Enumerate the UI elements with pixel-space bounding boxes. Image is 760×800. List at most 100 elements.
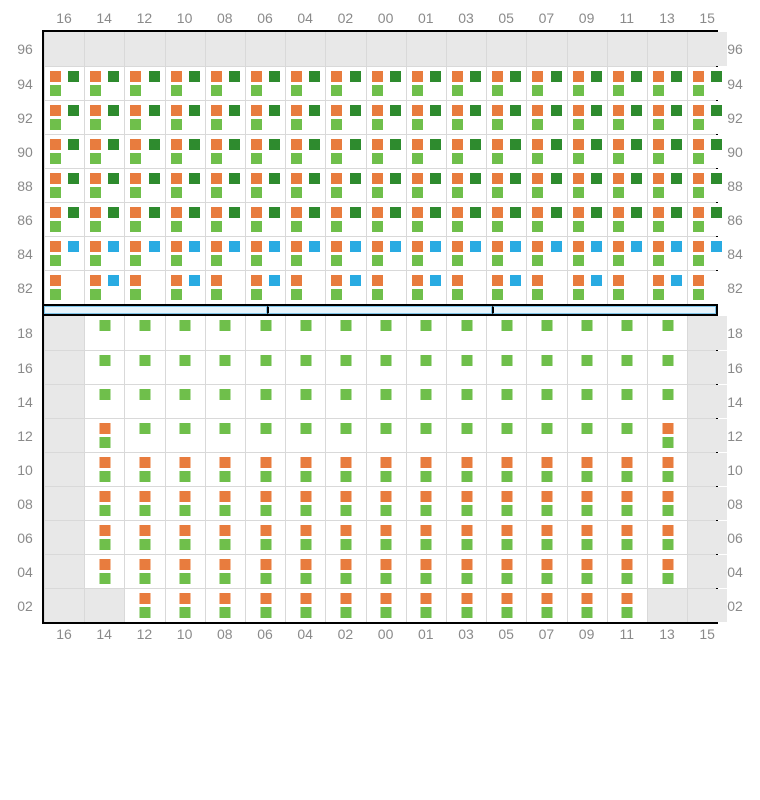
seat-green[interactable] (501, 355, 512, 366)
seat-green[interactable] (220, 320, 231, 331)
seat-orange[interactable] (50, 173, 61, 184)
seat-green[interactable] (331, 289, 342, 300)
seat-green[interactable] (662, 437, 673, 448)
seat-blue[interactable] (430, 241, 441, 252)
seat-dark_green[interactable] (149, 139, 160, 150)
seat-green[interactable] (662, 539, 673, 550)
seat-green[interactable] (461, 471, 472, 482)
seat-orange[interactable] (211, 71, 222, 82)
seat-green[interactable] (50, 153, 61, 164)
seat-green[interactable] (50, 289, 61, 300)
seat-green[interactable] (492, 255, 503, 266)
seat-orange[interactable] (220, 457, 231, 468)
seat-green[interactable] (662, 573, 673, 584)
seat-green[interactable] (412, 119, 423, 130)
seat-orange[interactable] (340, 593, 351, 604)
seat-orange[interactable] (622, 491, 633, 502)
seat-green[interactable] (532, 119, 543, 130)
seat-dark_green[interactable] (229, 139, 240, 150)
seat-orange[interactable] (130, 275, 141, 286)
seat-dark_green[interactable] (711, 71, 722, 82)
seat-green[interactable] (99, 505, 110, 516)
seat-orange[interactable] (532, 241, 543, 252)
seat-orange[interactable] (501, 457, 512, 468)
seat-orange[interactable] (541, 593, 552, 604)
seat-blue[interactable] (189, 275, 200, 286)
seat-dark_green[interactable] (350, 173, 361, 184)
seat-dark_green[interactable] (591, 105, 602, 116)
seat-green[interactable] (372, 153, 383, 164)
seat-green[interactable] (662, 355, 673, 366)
seat-green[interactable] (693, 187, 704, 198)
seat-orange[interactable] (613, 207, 624, 218)
seat-orange[interactable] (331, 207, 342, 218)
seat-orange[interactable] (662, 525, 673, 536)
seat-dark_green[interactable] (551, 139, 562, 150)
seat-green[interactable] (492, 187, 503, 198)
seat-orange[interactable] (211, 105, 222, 116)
seat-green[interactable] (291, 255, 302, 266)
seat-orange[interactable] (653, 71, 664, 82)
seat-orange[interactable] (662, 491, 673, 502)
seat-green[interactable] (340, 607, 351, 618)
seat-green[interactable] (331, 255, 342, 266)
seat-green[interactable] (492, 119, 503, 130)
seat-orange[interactable] (461, 593, 472, 604)
seat-green[interactable] (300, 355, 311, 366)
seat-green[interactable] (613, 255, 624, 266)
seat-orange[interactable] (130, 105, 141, 116)
seat-green[interactable] (622, 471, 633, 482)
seat-dark_green[interactable] (269, 173, 280, 184)
seat-dark_green[interactable] (631, 207, 642, 218)
seat-orange[interactable] (372, 241, 383, 252)
seat-orange[interactable] (693, 275, 704, 286)
seat-green[interactable] (139, 320, 150, 331)
seat-dark_green[interactable] (631, 139, 642, 150)
seat-green[interactable] (180, 471, 191, 482)
seat-orange[interactable] (412, 105, 423, 116)
seat-green[interactable] (653, 289, 664, 300)
seat-orange[interactable] (573, 241, 584, 252)
seat-green[interactable] (90, 289, 101, 300)
seat-orange[interactable] (532, 105, 543, 116)
seat-green[interactable] (90, 255, 101, 266)
seat-green[interactable] (662, 505, 673, 516)
seat-dark_green[interactable] (470, 207, 481, 218)
seat-dark_green[interactable] (229, 173, 240, 184)
seat-green[interactable] (582, 505, 593, 516)
seat-orange[interactable] (582, 559, 593, 570)
seat-orange[interactable] (340, 457, 351, 468)
seat-green[interactable] (662, 320, 673, 331)
seat-orange[interactable] (381, 593, 392, 604)
seat-green[interactable] (291, 221, 302, 232)
seat-green[interactable] (220, 539, 231, 550)
seat-dark_green[interactable] (189, 207, 200, 218)
seat-dark_green[interactable] (470, 105, 481, 116)
seat-orange[interactable] (492, 173, 503, 184)
seat-green[interactable] (372, 119, 383, 130)
seat-green[interactable] (50, 85, 61, 96)
seat-green[interactable] (171, 289, 182, 300)
seat-green[interactable] (653, 153, 664, 164)
seat-orange[interactable] (90, 207, 101, 218)
seat-orange[interactable] (99, 423, 110, 434)
seat-green[interactable] (492, 153, 503, 164)
seat-orange[interactable] (461, 559, 472, 570)
seat-orange[interactable] (251, 241, 262, 252)
seat-green[interactable] (50, 187, 61, 198)
seat-green[interactable] (340, 355, 351, 366)
seat-dark_green[interactable] (350, 207, 361, 218)
seat-green[interactable] (613, 289, 624, 300)
seat-green[interactable] (613, 85, 624, 96)
seat-dark_green[interactable] (510, 71, 521, 82)
seat-green[interactable] (653, 255, 664, 266)
seat-green[interactable] (381, 505, 392, 516)
seat-green[interactable] (532, 153, 543, 164)
seat-green[interactable] (541, 607, 552, 618)
seat-orange[interactable] (573, 139, 584, 150)
seat-orange[interactable] (260, 525, 271, 536)
seat-orange[interactable] (613, 173, 624, 184)
seat-dark_green[interactable] (470, 173, 481, 184)
seat-blue[interactable] (269, 275, 280, 286)
seat-orange[interactable] (461, 525, 472, 536)
